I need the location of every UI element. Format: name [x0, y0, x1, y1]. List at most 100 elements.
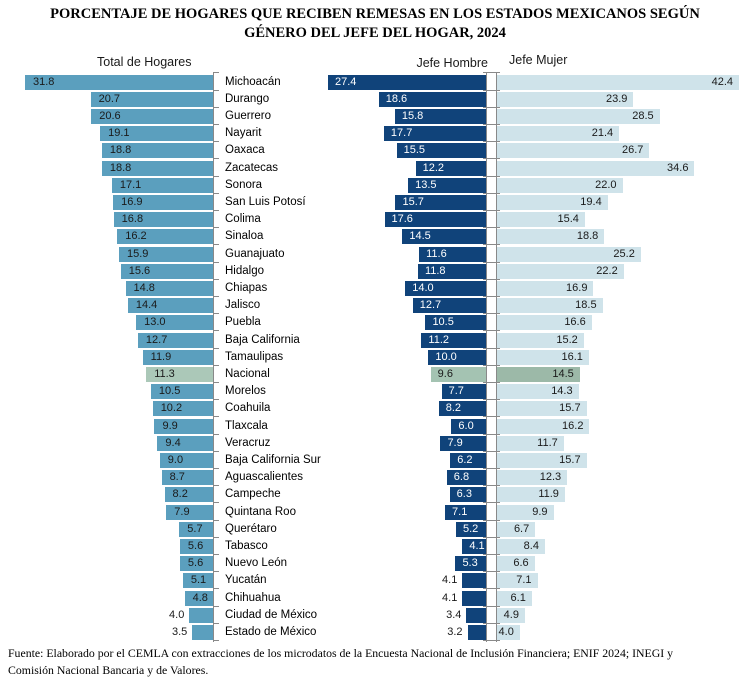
center-axis-tick — [483, 433, 500, 435]
total-bar — [159, 452, 213, 468]
hombre-bar — [383, 126, 486, 142]
header-jefe-mujer: Jefe Mujer — [509, 53, 568, 67]
header-total-de-hogares: Total de Hogares — [97, 55, 192, 69]
state-label: Tabasco — [225, 539, 268, 552]
mujer-value-label: 15.7 — [559, 402, 581, 415]
source-note-line1: Fuente: Elaborado por el CEMLA con extra… — [8, 646, 674, 660]
chart-title-line1: PORCENTAJE DE HOGARES QUE RECIBEN REMESA… — [50, 6, 700, 22]
mujer-bar — [497, 194, 608, 210]
total-value-label: 19.1 — [108, 127, 130, 140]
total-bar — [150, 384, 213, 400]
mujer-value-label: 14.5 — [552, 367, 574, 380]
mujer-bar — [497, 573, 538, 589]
total-bar — [182, 573, 213, 589]
mujer-bar — [497, 91, 634, 107]
center-axis-tick — [483, 502, 500, 504]
total-axis-tick — [213, 382, 219, 383]
total-axis-tick — [213, 313, 219, 315]
total-axis-tick — [213, 244, 219, 246]
total-axis-tick — [213, 536, 219, 538]
hombre-value-label: 6.8 — [453, 471, 470, 484]
hombre-bar — [438, 401, 486, 417]
total-axis-tick — [213, 158, 219, 160]
total-value-label: 16.8 — [121, 213, 144, 226]
total-axis-tick — [213, 106, 219, 108]
state-label: Ciudad de México — [225, 608, 318, 621]
total-value-label: 20.7 — [98, 92, 121, 105]
mujer-value-label: 6.1 — [510, 591, 526, 604]
total-axis-tick — [213, 227, 219, 229]
mujer-bar — [497, 487, 565, 503]
total-value-label: 15.9 — [127, 247, 149, 260]
total-axis-tick — [213, 192, 219, 194]
total-value-label: 5.6 — [187, 539, 204, 552]
hombre-bar — [328, 74, 486, 90]
total-bar — [136, 315, 213, 331]
hombre-bar — [446, 470, 486, 486]
total-bar — [111, 177, 213, 193]
center-axis-tick — [483, 158, 500, 160]
mujer-bar — [497, 280, 594, 296]
hombre-bar — [430, 366, 486, 382]
mujer-bar — [497, 401, 587, 417]
total-value-label: 17.1 — [119, 178, 142, 191]
state-label: Tlaxcala — [225, 419, 268, 432]
total-bar — [179, 538, 213, 554]
mujer-bar — [497, 366, 580, 382]
mujer-value-label: 22.0 — [595, 178, 617, 191]
total-bar — [152, 401, 213, 417]
hombre-bar — [450, 452, 486, 468]
total-bar — [113, 212, 213, 228]
mujer-value-label: 6.7 — [513, 522, 530, 535]
total-bar — [146, 366, 213, 382]
hombre-value-label: 3.2 — [447, 625, 463, 638]
center-axis-tick — [483, 399, 500, 401]
hombre-bar — [462, 590, 486, 606]
mujer-bar — [497, 143, 650, 159]
mujer-bar — [497, 556, 535, 572]
total-bar — [154, 418, 213, 434]
hombre-bar — [456, 521, 486, 537]
hombre-value-label: 4.1 — [442, 591, 458, 604]
center-axis-tick — [483, 468, 500, 469]
total-axis-tick — [213, 175, 219, 177]
total-axis-tick — [213, 261, 219, 263]
hombre-value-label: 11.6 — [426, 247, 447, 260]
total-value-label: 16.2 — [125, 230, 147, 243]
total-axis-tick — [213, 554, 219, 555]
mujer-bar — [497, 384, 579, 400]
center-axis-tick — [483, 192, 500, 194]
hombre-value-label: 10.5 — [432, 316, 454, 329]
total-value-label: 15.6 — [128, 264, 151, 277]
center-axis-tick — [483, 244, 500, 246]
state-label: Michoacán — [225, 75, 281, 88]
mujer-value-label: 22.2 — [596, 264, 618, 277]
state-label: Veracruz — [225, 436, 271, 449]
total-bar — [91, 108, 213, 124]
center-axis-tick — [483, 605, 500, 607]
total-value-label: 20.6 — [99, 109, 121, 122]
mujer-value-label: 26.7 — [621, 144, 644, 157]
mujer-bar — [497, 538, 545, 554]
center-axis-tick — [483, 450, 500, 452]
mujer-value-label: 12.3 — [539, 471, 562, 484]
hombre-value-label: 27.4 — [335, 75, 357, 88]
mujer-bar — [497, 470, 568, 486]
total-axis-tick — [213, 330, 219, 332]
state-label: Querétaro — [225, 522, 277, 535]
chart-title-line2: GÉNERO DEL JEFE DEL HOGAR, 2024 — [244, 25, 506, 41]
hombre-value-label: 7.1 — [452, 505, 468, 518]
state-label: Hidalgo — [225, 264, 264, 277]
hombre-bar — [466, 607, 486, 623]
total-bar — [113, 194, 213, 210]
total-bar — [142, 349, 213, 365]
center-axis-tick — [483, 588, 500, 590]
hombre-bar — [396, 143, 486, 159]
total-bar — [166, 504, 213, 520]
hombre-value-label: 5.2 — [463, 522, 479, 535]
center-axis-tick — [483, 330, 500, 332]
center-axis-tick — [483, 124, 500, 125]
hombre-value-label: 5.3 — [462, 557, 478, 570]
state-label: Morelos — [225, 385, 266, 398]
